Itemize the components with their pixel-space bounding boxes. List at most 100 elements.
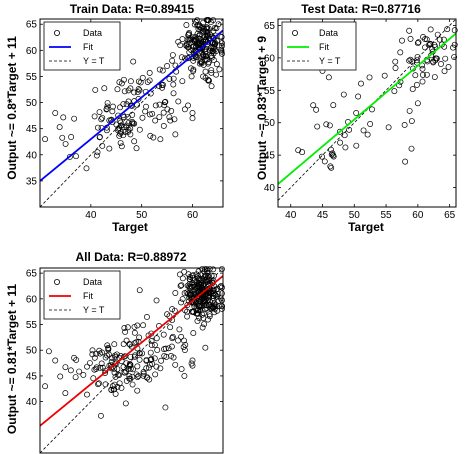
all-data-point	[76, 368, 83, 375]
all-data-point	[200, 310, 207, 317]
all-y-tick-label: 40	[26, 397, 38, 408]
all-data-point	[219, 284, 225, 291]
all-data-point	[120, 353, 127, 360]
train-data-point	[208, 69, 215, 76]
train-data-point	[152, 117, 159, 124]
train-data-point	[52, 110, 59, 116]
test-data-point	[451, 27, 458, 34]
train-data-point	[60, 114, 67, 121]
train-data-point	[211, 39, 218, 46]
train-data-point	[198, 25, 205, 32]
test-data-point	[314, 123, 321, 130]
test-data-point	[427, 41, 433, 48]
all-data-point	[143, 365, 150, 372]
test-data-point	[325, 74, 332, 81]
all-data-point	[184, 302, 191, 308]
test-legend-box	[281, 21, 357, 71]
train-data-point	[98, 116, 105, 123]
train-data-point	[208, 83, 215, 90]
train-data-point	[164, 63, 171, 69]
train-data-point	[197, 39, 204, 46]
train-data-point	[99, 142, 106, 149]
test-data-point	[329, 150, 336, 157]
all-data-point	[194, 318, 201, 324]
test-data-point	[444, 26, 451, 33]
all-data-point	[112, 352, 119, 359]
all-data-point	[86, 360, 93, 366]
train-data-point	[189, 110, 196, 116]
train-data-point	[139, 114, 146, 121]
all-data-point	[199, 311, 206, 318]
train-y-tick-label: 45	[26, 124, 38, 135]
train-data-point	[103, 105, 110, 112]
all-data-point	[202, 292, 209, 299]
train-data-point	[130, 120, 137, 127]
train-data-point	[120, 76, 127, 83]
test-data-point	[321, 158, 328, 165]
all-data-point	[200, 315, 207, 322]
train-data-point	[210, 17, 217, 23]
all-data-point	[140, 322, 147, 329]
train-data-point	[186, 29, 193, 36]
train-data-point	[159, 67, 166, 74]
all-data-point	[133, 339, 140, 346]
train-y-tick-label: 40	[26, 150, 38, 161]
all-data-point	[196, 315, 203, 321]
train-data-point	[127, 102, 134, 109]
all-data-point	[131, 353, 138, 360]
all-data-point	[181, 268, 188, 275]
test-x-tick-label: 65	[444, 210, 456, 221]
all-data-point	[131, 329, 138, 336]
test-y-tick-label: 50	[264, 118, 276, 129]
train-data-point	[117, 104, 123, 111]
test-data-point	[295, 147, 302, 154]
train-data-point	[200, 61, 207, 68]
all-data-point	[186, 280, 193, 287]
all-data-point	[98, 360, 105, 367]
train-data-point	[127, 125, 134, 132]
all-data-point	[62, 390, 69, 397]
test-data-point	[406, 57, 413, 64]
train-data-point	[120, 114, 127, 121]
train-data-point	[136, 126, 143, 133]
all-data-point	[154, 347, 161, 353]
test-data-point	[419, 65, 426, 72]
train-data-point	[156, 114, 163, 121]
all-data-point	[194, 279, 201, 286]
train-data-point	[160, 81, 166, 88]
train-data-point	[202, 46, 209, 52]
test-x-axis-label: Target	[348, 220, 384, 234]
test-legend-identity-label: Y = T	[319, 56, 341, 66]
all-data-point	[126, 363, 133, 370]
all-data-point	[45, 348, 52, 355]
all-data-point	[105, 346, 112, 353]
train-data-point	[179, 36, 186, 43]
all-data-point	[135, 372, 142, 379]
all-legend: Data Fit Y = T	[43, 270, 121, 320]
train-data-point	[146, 77, 153, 84]
all-data-point	[90, 375, 97, 382]
all-data-point	[111, 341, 118, 348]
train-data-point	[206, 77, 212, 84]
all-data-point	[124, 324, 131, 331]
all-data-point	[136, 334, 143, 341]
train-ticks: 40 50 60 35 40 45 50 55 60 65	[26, 19, 223, 221]
train-data-point	[116, 118, 123, 124]
train-data-point	[166, 76, 173, 82]
all-data-point	[215, 297, 222, 304]
all-data-point	[184, 313, 191, 320]
test-data-point	[360, 127, 367, 134]
all-data-point	[172, 290, 179, 296]
test-data-point	[318, 153, 325, 160]
all-data-point	[202, 344, 209, 351]
test-data-point	[419, 71, 426, 78]
test-data-point	[330, 153, 337, 160]
all-data-point	[151, 355, 158, 362]
train-data-point	[73, 153, 79, 160]
all-data-point	[160, 331, 167, 338]
train-data-point	[101, 85, 108, 92]
all-data-point	[219, 290, 225, 297]
all-data-point	[73, 356, 80, 363]
train-data-point	[104, 103, 111, 110]
all-data-point	[201, 321, 208, 328]
